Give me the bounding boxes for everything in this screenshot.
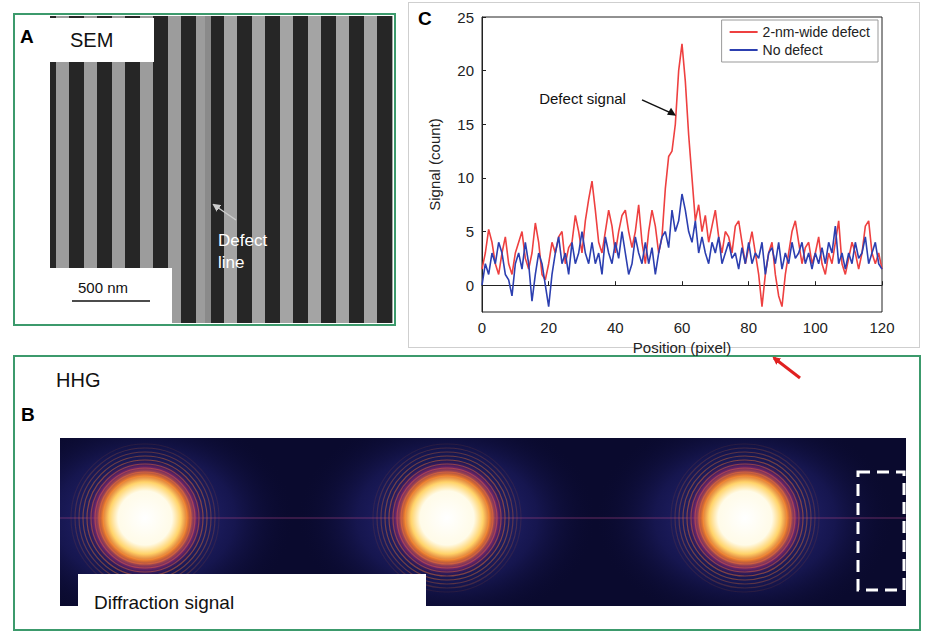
svg-text:SEM: SEM <box>70 29 113 51</box>
svg-text:10: 10 <box>457 169 474 186</box>
svg-text:Diffraction signal: Diffraction signal <box>94 592 234 613</box>
svg-text:25: 25 <box>457 9 474 26</box>
svg-text:80: 80 <box>740 319 757 336</box>
svg-text:40: 40 <box>607 319 624 336</box>
svg-text:Defect signal: Defect signal <box>539 90 626 107</box>
html-text:A: A <box>20 26 34 47</box>
svg-text:120: 120 <box>869 319 894 336</box>
svg-text:No defect: No defect <box>763 42 823 58</box>
svg-text:HHG: HHG <box>56 369 100 391</box>
html-text:C: C <box>418 8 432 29</box>
svg-text:0: 0 <box>466 277 474 294</box>
svg-text:Defectline: Defectline <box>218 231 267 272</box>
svg-text:500 nm: 500 nm <box>78 279 128 296</box>
svg-text:20: 20 <box>540 319 557 336</box>
svg-text:20: 20 <box>457 62 474 79</box>
svg-text:0: 0 <box>478 319 486 336</box>
html-text:B: B <box>21 404 35 425</box>
svg-text:2-nm-wide defect: 2-nm-wide defect <box>763 24 870 40</box>
svg-text:60: 60 <box>674 319 691 336</box>
svg-text:100: 100 <box>803 319 828 336</box>
svg-text:5: 5 <box>466 223 474 240</box>
svg-text:15: 15 <box>457 116 474 133</box>
svg-text:Position (pixel): Position (pixel) <box>633 339 731 356</box>
svg-text:Signal (count): Signal (count) <box>426 118 443 211</box>
